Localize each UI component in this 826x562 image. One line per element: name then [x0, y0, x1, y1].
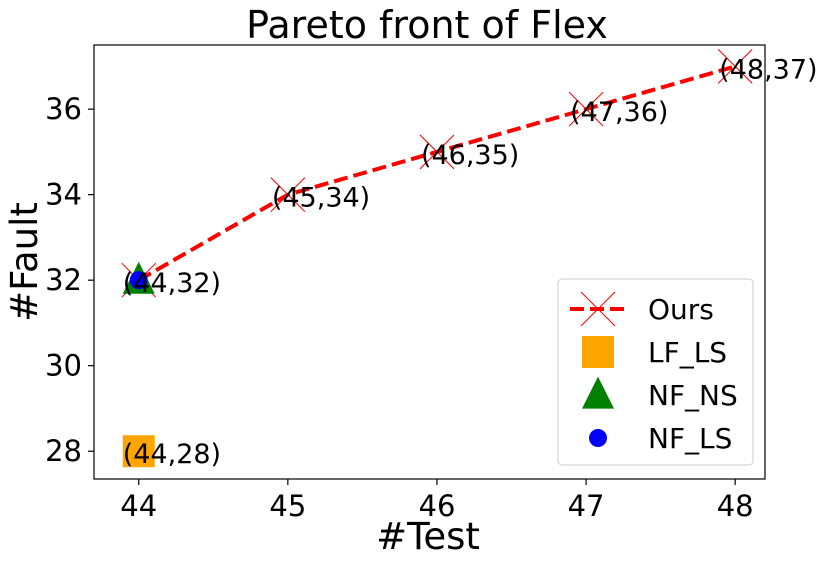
chart-title: Pareto front of Flex: [246, 3, 608, 47]
y-tick-label: 36: [45, 92, 82, 126]
plot-area: 44 45 46 47 48 28 30 32 34 36 (44,32) (45,34) (46,35…: [45, 44, 818, 523]
data-label: (47,36): [570, 97, 668, 128]
legend-marker-x-stroke: [580, 291, 616, 327]
point-lf-ls: [122, 435, 155, 468]
data-label: (44,28): [123, 439, 221, 470]
point-ours-x-stroke: [568, 91, 604, 127]
legend-frame: [557, 278, 754, 466]
x-tick-label: 45: [269, 489, 306, 523]
legend-label: NF_LS: [648, 422, 732, 455]
legend-marker: [582, 336, 614, 368]
legend: Ours LF_LS NF_NS NF_LS: [557, 278, 754, 466]
data-label: (45,34): [272, 183, 370, 214]
y-tick-label: 32: [45, 263, 82, 297]
y-tick-label: 34: [45, 178, 82, 212]
x-axis-label: #Test: [376, 515, 480, 558]
point-ours-x-stroke: [717, 49, 753, 84]
data-label: (48,37): [719, 54, 817, 85]
y-axis-label: #Fault: [3, 202, 46, 322]
x-tick-label: 44: [120, 489, 157, 523]
y-tick-label: 30: [45, 349, 82, 383]
point-ours-x-stroke: [270, 177, 306, 213]
x-tick-label: 48: [717, 489, 754, 523]
point-nf-ls: [129, 271, 148, 290]
legend-label: NF_NS: [648, 379, 738, 412]
legend-marker: [582, 376, 614, 409]
x-tick-label: 47: [568, 489, 605, 523]
data-label: (44,32): [123, 268, 221, 299]
point-ours-x-stroke: [419, 134, 455, 170]
y-tick-label: 28: [45, 434, 82, 468]
plot-frame: [93, 44, 766, 480]
data-label: (46,35): [421, 140, 519, 171]
legend-label: LF_LS: [648, 336, 727, 369]
x-tick-label: 46: [419, 489, 456, 523]
legend-label: Ours: [648, 293, 714, 326]
legend-marker: [589, 429, 607, 447]
